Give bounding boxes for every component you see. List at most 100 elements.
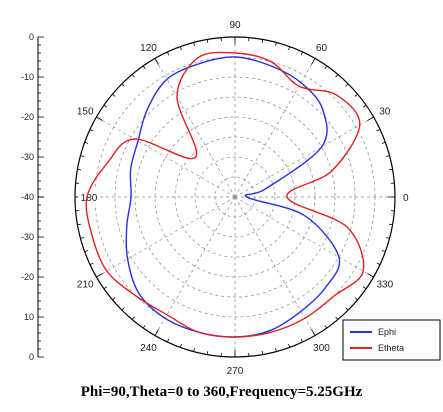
angle-label: 90 bbox=[229, 20, 241, 31]
angle-tick bbox=[354, 93, 358, 97]
angle-tick bbox=[142, 65, 146, 70]
grid-spoke bbox=[96, 116, 236, 198]
angle-tick bbox=[324, 65, 328, 70]
angle-tick bbox=[167, 51, 170, 56]
legend-label-ephi: Ephi bbox=[378, 327, 396, 337]
angle-tick bbox=[193, 42, 195, 46]
grid-ring bbox=[194, 156, 276, 238]
angle-tick bbox=[367, 116, 374, 121]
angle-tick bbox=[345, 307, 349, 311]
angle-tick bbox=[376, 262, 381, 265]
radial-tick-label: 0 bbox=[29, 32, 34, 42]
series-layer bbox=[85, 51, 365, 338]
angle-tick bbox=[275, 42, 277, 46]
angle-label: 120 bbox=[140, 43, 157, 54]
angle-tick bbox=[335, 316, 339, 320]
radial-tick-label: -20 bbox=[21, 272, 34, 282]
legend-label-etheta: Etheta bbox=[378, 343, 404, 353]
legend-box bbox=[342, 319, 441, 361]
grid-spoke bbox=[96, 196, 236, 278]
angle-tick bbox=[154, 329, 159, 336]
angle-tick bbox=[121, 83, 125, 87]
angle-label: 30 bbox=[379, 107, 391, 118]
polar-grid bbox=[74, 36, 396, 358]
angle-tick bbox=[77, 223, 81, 226]
angle-tick bbox=[261, 351, 264, 355]
angle-label: 300 bbox=[313, 343, 330, 354]
legend: Ephi Etheta bbox=[342, 319, 441, 361]
angle-tick bbox=[362, 286, 367, 290]
angle-tick bbox=[154, 58, 159, 65]
angle-tick bbox=[89, 262, 94, 265]
angle-label: 150 bbox=[77, 107, 94, 118]
angle-tick bbox=[84, 250, 89, 253]
radial-tick-label: 10 bbox=[24, 312, 34, 322]
angle-tick bbox=[112, 297, 116, 301]
angle-tick bbox=[103, 104, 108, 108]
grid-spoke bbox=[154, 196, 236, 336]
angle-label: 60 bbox=[316, 43, 328, 54]
angle-tick bbox=[96, 273, 103, 278]
angle-tick bbox=[345, 83, 349, 87]
angle-tick bbox=[389, 168, 393, 171]
angle-tick bbox=[311, 329, 316, 336]
angle-tick bbox=[376, 129, 381, 132]
angle-tick bbox=[300, 338, 303, 343]
angle-label: 0 bbox=[403, 193, 409, 204]
angle-tick bbox=[121, 307, 125, 311]
grid-spoke bbox=[154, 58, 236, 198]
angle-tick bbox=[179, 343, 182, 348]
angle-tick bbox=[179, 46, 182, 51]
chart-caption: Phi=90,Theta=0 to 360,Frequency=5.25GHz bbox=[80, 384, 363, 400]
angle-tick bbox=[389, 223, 393, 226]
angle-label: 240 bbox=[140, 343, 157, 354]
angle-tick bbox=[193, 348, 195, 352]
angle-tick bbox=[261, 39, 264, 43]
angle-tick bbox=[386, 155, 390, 157]
angle-tick bbox=[80, 155, 84, 157]
angle-tick bbox=[103, 286, 108, 290]
angle-tick bbox=[335, 74, 339, 78]
angle-tick bbox=[324, 324, 328, 329]
grid-spoke bbox=[234, 196, 374, 278]
angle-tick bbox=[89, 129, 94, 132]
angle-tick bbox=[206, 39, 209, 43]
angle-tick bbox=[112, 93, 116, 97]
angle-label: 180 bbox=[81, 193, 98, 204]
grid-spoke bbox=[234, 196, 316, 336]
angle-tick bbox=[206, 351, 209, 355]
angle-tick bbox=[300, 51, 303, 56]
angle-tick bbox=[362, 104, 367, 108]
angle-tick bbox=[381, 250, 386, 253]
angle-labels: 0 30 60 90 120 150 180 210 240 270 300 330 bbox=[77, 20, 409, 377]
angle-tick bbox=[386, 237, 390, 239]
grid-spoke bbox=[234, 116, 374, 198]
angle-tick bbox=[288, 343, 291, 348]
angle-tick bbox=[354, 297, 358, 301]
radial-axis: 0 -10 -20 -30 -40 -30 -20 10 0 bbox=[21, 32, 44, 362]
angle-tick bbox=[367, 273, 374, 278]
radial-tick-label: -30 bbox=[21, 232, 34, 242]
radial-tick-label: -40 bbox=[21, 192, 34, 202]
grid-spoke bbox=[234, 58, 316, 198]
angle-label: 210 bbox=[77, 280, 94, 291]
angle-label-bg bbox=[78, 190, 100, 204]
angle-tick bbox=[167, 338, 170, 343]
radial-tick-label: -30 bbox=[21, 152, 34, 162]
angle-label: 330 bbox=[376, 280, 393, 291]
angle-tick bbox=[77, 168, 81, 171]
grid-ring bbox=[134, 96, 336, 298]
angle-tick bbox=[275, 348, 277, 352]
angle-tick bbox=[84, 141, 89, 144]
radial-tick-label: -20 bbox=[21, 112, 34, 122]
angle-tick bbox=[96, 116, 103, 121]
radial-tick-label: -10 bbox=[21, 72, 34, 82]
angle-label: 270 bbox=[227, 366, 244, 377]
series-line-ephi bbox=[125, 56, 341, 338]
series-line-etheta bbox=[85, 51, 365, 338]
angle-tick bbox=[131, 74, 135, 78]
angle-tick bbox=[142, 324, 146, 329]
angle-tick bbox=[381, 141, 386, 144]
angle-tick bbox=[311, 58, 316, 65]
